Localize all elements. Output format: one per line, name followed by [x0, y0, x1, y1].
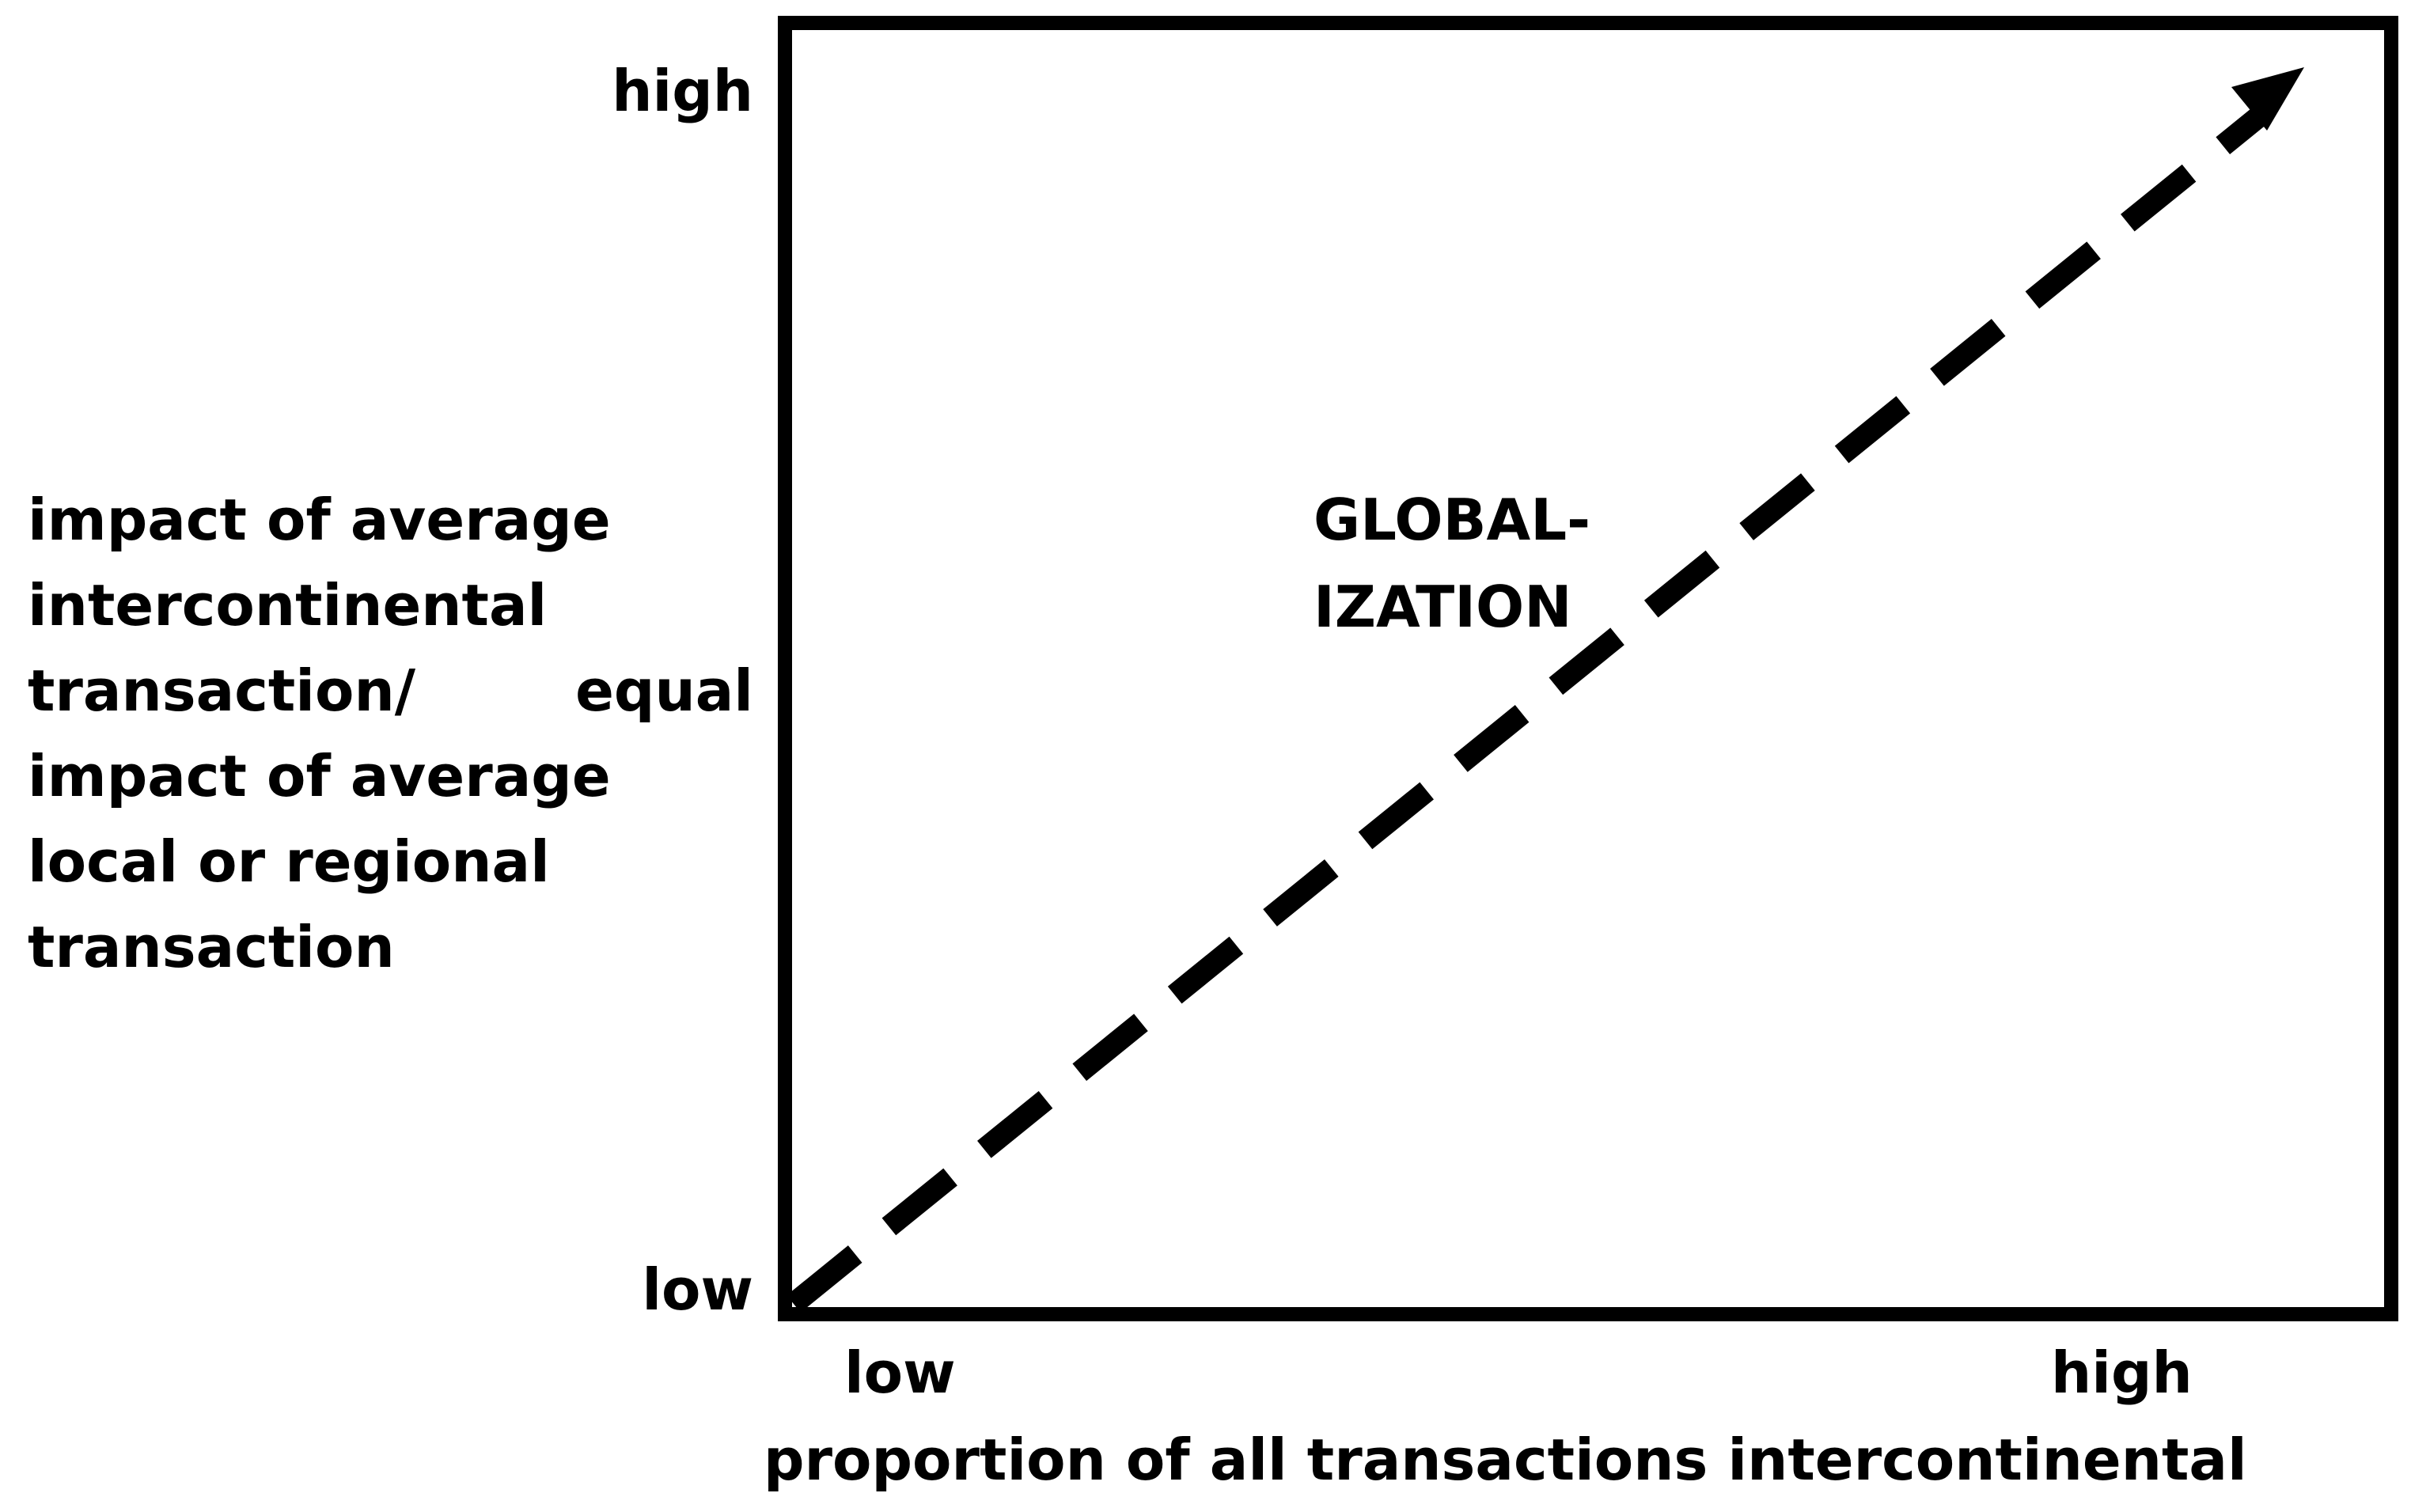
y-axis-title-line-3: transaction/: [28, 657, 416, 724]
arrow-label-line-2: IZATION: [1314, 574, 1572, 640]
y-axis-title-line-5: local or regional: [28, 828, 550, 895]
x-tick-low: low: [844, 1340, 956, 1406]
y-axis-title-line-1: impact of average: [28, 487, 611, 553]
y-axis-title-line-6: transaction: [28, 914, 395, 980]
x-tick-high: high: [2051, 1340, 2193, 1406]
y-tick-low: low: [642, 1256, 753, 1323]
arrow-label-line-1: GLOBAL-: [1314, 487, 1590, 553]
y-axis-title-line-4: impact of average: [28, 743, 611, 809]
globalization-arrowhead: [2231, 67, 2304, 131]
plot-frame: [778, 16, 2398, 1321]
y-tick-high: high: [612, 58, 753, 124]
y-axis-title-line-2: intercontinental: [28, 572, 547, 639]
x-axis-title: proportion of all transactions intercont…: [764, 1427, 2247, 1493]
globalization-arrow-line: [787, 108, 2266, 1313]
y-tick-equal: equal: [575, 657, 753, 724]
